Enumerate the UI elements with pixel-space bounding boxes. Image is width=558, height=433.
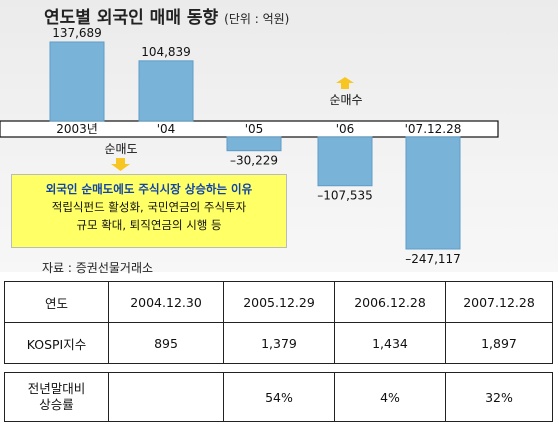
tick-label: '07.12.28 [405,122,462,136]
table-row: KOSPI지수 895 1,379 1,434 1,897 [4,322,553,364]
data-label: –30,229 [230,154,278,168]
table-cell: 32% [445,372,553,422]
arrow-down-icon [111,158,130,171]
bar [226,136,282,152]
tick-label: '05 [245,122,264,136]
table-cell: KOSPI지수 [4,322,109,364]
bar [405,136,461,250]
bar [49,41,105,122]
table-cell [108,372,224,422]
chart-title: 연도별 외국인 매매 동향 (단위 : 억원) [44,3,289,28]
note-heading: 외국인 순매도에도 주식시장 상승하는 이유 [45,182,253,196]
data-label: 137,689 [52,26,102,40]
table-gap [4,363,553,373]
chart-unit: (단위 : 억원) [224,12,290,26]
table-header-row: 연도 2004.12.30 2005.12.29 2006.12.28 2007… [4,281,553,323]
arrow-up-icon [336,77,354,89]
bar [317,136,373,187]
bar [138,60,194,122]
data-label: 104,839 [141,45,191,59]
tick-label: 2003년 [56,122,98,136]
data-label: –107,535 [317,189,373,203]
table-cell: 4% [334,372,446,422]
kospi-table: 연도 2004.12.30 2005.12.29 2006.12.28 2007… [4,281,553,422]
table-header: 2006.12.28 [334,281,446,323]
gap-cell [4,363,553,373]
table-row: 전년말대비 상승률 54% 4% 32% [4,372,553,422]
note-line-2: 규모 확대, 퇴직연금의 시행 등 [76,218,222,232]
table-cell: 1,379 [223,322,335,364]
chart-title-text: 연도별 외국인 매매 동향 [44,8,219,28]
tick-label: '06 [336,122,355,136]
tick-label: '04 [157,122,176,136]
net-sell-label: 순매도 [104,142,137,156]
reason-note: 외국인 순매도에도 주식시장 상승하는 이유 적립식펀드 활성화, 국민연금의 … [11,174,287,248]
data-label: –247,117 [405,252,461,266]
table-header: 연도 [4,281,109,323]
table-header: 2004.12.30 [108,281,224,323]
bar-chart: 2003년 '04 '05 '06 '07.12.28 137,689 104,839 –3… [0,26,499,266]
table-header: 2005.12.29 [223,281,335,323]
note-line-1: 적립식펀드 활성화, 국민연금의 주식투자 [51,200,247,214]
net-buy-label: 순매수 [329,93,362,107]
source-note: 자료 : 증권선물거래소 [42,261,154,275]
table-cell: 54% [223,372,335,422]
table-cell: 1,434 [334,322,446,364]
table-header: 2007.12.28 [445,281,553,323]
table-cell: 895 [108,322,224,364]
table-cell: 1,897 [445,322,553,364]
table-cell: 전년말대비 상승률 [4,372,109,422]
